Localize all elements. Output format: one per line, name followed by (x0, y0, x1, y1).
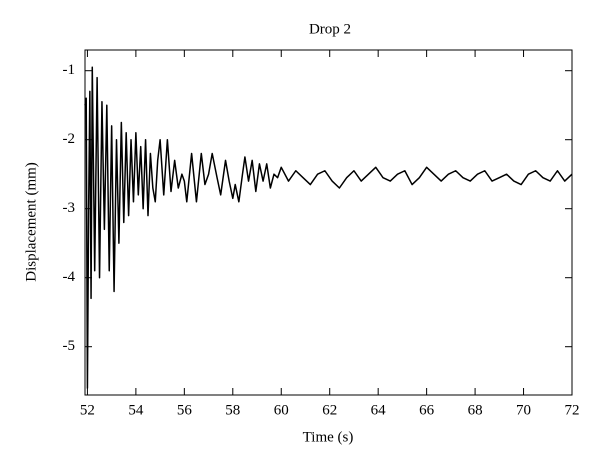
x-tick-label: 68 (468, 402, 483, 418)
x-tick-label: 64 (371, 402, 387, 418)
chart-title: Drop 2 (309, 21, 351, 37)
x-tick-label: 70 (516, 402, 531, 418)
plot-frame (84, 49, 573, 396)
x-tick-label: 54 (128, 402, 144, 418)
x-tick-label: 58 (225, 402, 240, 418)
y-tick-label: -5 (63, 338, 76, 354)
x-axis-label: Time (s) (303, 429, 354, 445)
y-tick-label: -1 (63, 62, 76, 78)
y-axis-label: Displacement (mm) (23, 162, 39, 282)
x-tick-label: 62 (322, 402, 337, 418)
x-tick-label: 52 (80, 402, 95, 418)
x-tick-label: 60 (274, 402, 289, 418)
y-tick-label: -2 (63, 131, 76, 147)
line-series (84, 66, 573, 389)
x-tick-label: 72 (565, 402, 580, 418)
x-tick-label: 56 (177, 402, 193, 418)
x-tick-label: 66 (419, 402, 435, 418)
y-tick-label: -4 (63, 269, 76, 285)
y-tick-label: -3 (63, 200, 76, 216)
